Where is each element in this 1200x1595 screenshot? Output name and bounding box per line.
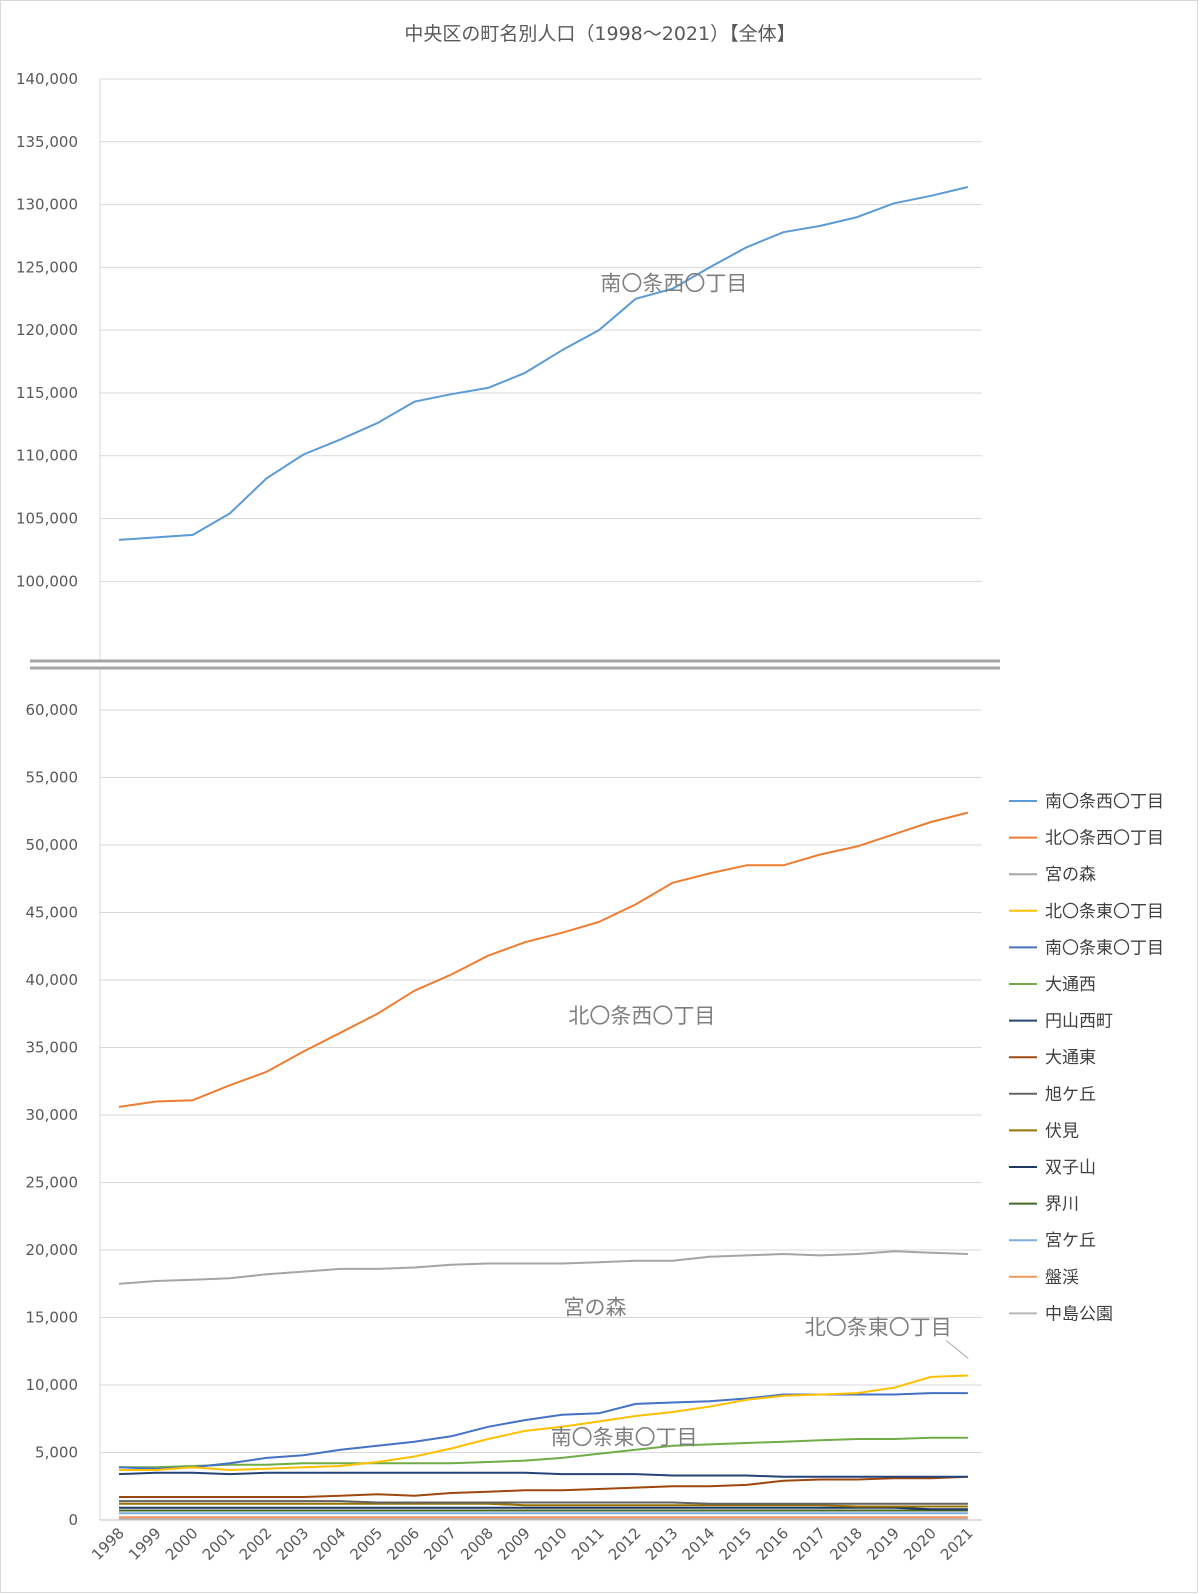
annotation-leader-line (945, 1340, 969, 1359)
series-line (119, 1436, 968, 1469)
series-line (118, 1471, 968, 1478)
upper-y-tick-labels: 100,000 105,000 110,000 115,000 120,000 125,0… (16, 70, 78, 590)
legend-label: 大通東 (1045, 1048, 1096, 1068)
x-tick-label: 2003 (273, 1524, 313, 1564)
upper-y-tick-label: 115,000 (16, 384, 78, 402)
axis-break (30, 659, 1002, 670)
series-annotation: 南〇条東〇丁目 (551, 1425, 698, 1449)
upper-gridlines (100, 78, 982, 582)
x-tick-label: 2017 (789, 1524, 829, 1564)
x-tick-label: 2012 (605, 1524, 645, 1564)
x-tick-label: 2004 (310, 1524, 350, 1564)
lower-y-tick-label: 15,000 (26, 1309, 79, 1327)
lower-y-tick-label: 60,000 (26, 701, 79, 719)
x-tick-label: 2008 (457, 1524, 497, 1564)
x-tick-label: 1999 (125, 1524, 165, 1564)
legend: 南〇条西〇丁目北〇条西〇丁目宮の森北〇条東〇丁目南〇条東〇丁目大通西円山西町大通… (1009, 792, 1164, 1324)
legend-label: 旭ケ丘 (1045, 1085, 1096, 1105)
series-line (118, 186, 969, 541)
upper-y-tick-label: 130,000 (16, 196, 78, 214)
lower-y-tick-label: 50,000 (26, 836, 79, 854)
series-line (119, 1374, 968, 1471)
x-tick-label: 2011 (568, 1524, 608, 1564)
lower-y-tick-label: 25,000 (26, 1174, 79, 1192)
series-line (118, 1250, 968, 1285)
x-tick-label: 2006 (383, 1524, 423, 1564)
series-annotation: 宮の森 (564, 1296, 627, 1320)
series-line (118, 811, 969, 1108)
lower-y-tick-label: 30,000 (26, 1106, 79, 1124)
series-line (119, 1475, 968, 1498)
x-tick-label: 2002 (236, 1524, 276, 1564)
x-tick-label: 2021 (937, 1524, 977, 1564)
lower-y-tick-label: 55,000 (26, 769, 79, 787)
x-tick-label: 2020 (900, 1524, 940, 1564)
upper-y-tick-label: 100,000 (16, 572, 78, 590)
x-tick-label: 2000 (162, 1524, 202, 1564)
legend-label: 南〇条西〇丁目 (1045, 792, 1164, 812)
legend-label: 北〇条西〇丁目 (1045, 829, 1164, 849)
lower-y-tick-label: 35,000 (26, 1039, 79, 1057)
series-line (118, 1392, 968, 1470)
x-tick-label: 2016 (752, 1524, 792, 1564)
lower-y-tick-label: 0 (68, 1511, 78, 1529)
legend-label: 大通西 (1045, 975, 1096, 995)
series-line (119, 1502, 968, 1508)
series-line (119, 1506, 968, 1511)
x-tick-label: 2005 (346, 1524, 386, 1564)
series-annotation: 南〇条西〇丁目 (600, 271, 747, 295)
lower-y-tick-label: 20,000 (26, 1241, 79, 1259)
x-tick-label: 2007 (420, 1524, 460, 1564)
axis-break-gap (30, 660, 1002, 667)
lower-y-tick-label: 45,000 (26, 904, 79, 922)
x-tick-label: 2015 (716, 1524, 756, 1564)
legend-label: 双子山 (1045, 1158, 1096, 1178)
legend-label: 中島公園 (1045, 1304, 1113, 1324)
x-tick-label: 2001 (199, 1524, 239, 1564)
lower-y-tick-label: 40,000 (26, 971, 79, 989)
series-line (119, 1500, 968, 1505)
legend-label: 宮ケ丘 (1045, 1231, 1096, 1251)
x-tick-label: 2013 (642, 1524, 682, 1564)
series-annotation: 北〇条西〇丁目 (568, 1004, 715, 1028)
series-annotation: 北〇条東〇丁目 (805, 1315, 952, 1339)
lower-y-tick-labels: 0 5,000 10,000 15,000 20,000 25,000 30,000 35,0… (26, 701, 79, 1529)
legend-label: 南〇条東〇丁目 (1045, 938, 1164, 958)
chart-title: 中央区の町名別人口（1998～2021）【全体】 (404, 23, 795, 45)
x-tick-label: 2014 (679, 1524, 719, 1564)
legend-label: 界川 (1045, 1195, 1079, 1215)
legend-label: 盤渓 (1045, 1268, 1079, 1288)
upper-y-tick-label: 125,000 (16, 258, 78, 276)
legend-label: 伏見 (1045, 1121, 1079, 1141)
x-tick-label: 2009 (494, 1524, 534, 1564)
lower-y-tick-label: 5,000 (35, 1444, 78, 1462)
legend-label: 円山西町 (1045, 1012, 1113, 1032)
legend-label: 宮の森 (1045, 865, 1096, 885)
x-tick-label: 2019 (863, 1524, 903, 1564)
upper-y-tick-label: 135,000 (16, 133, 78, 151)
upper-y-tick-label: 140,000 (16, 70, 78, 88)
upper-y-tick-label: 110,000 (16, 447, 78, 465)
x-tick-label: 1998 (88, 1524, 128, 1564)
upper-y-tick-label: 105,000 (16, 510, 78, 528)
x-tick-labels: 1998199920002001200220032004200520062007… (88, 1524, 977, 1564)
series-lines (118, 186, 969, 1520)
lower-y-tick-label: 10,000 (26, 1376, 79, 1394)
x-tick-label: 2018 (826, 1524, 866, 1564)
lower-gridlines (99, 79, 982, 1521)
upper-y-tick-label: 120,000 (16, 321, 78, 339)
x-tick-label: 2010 (531, 1524, 571, 1564)
legend-label: 北〇条東〇丁目 (1045, 902, 1164, 922)
